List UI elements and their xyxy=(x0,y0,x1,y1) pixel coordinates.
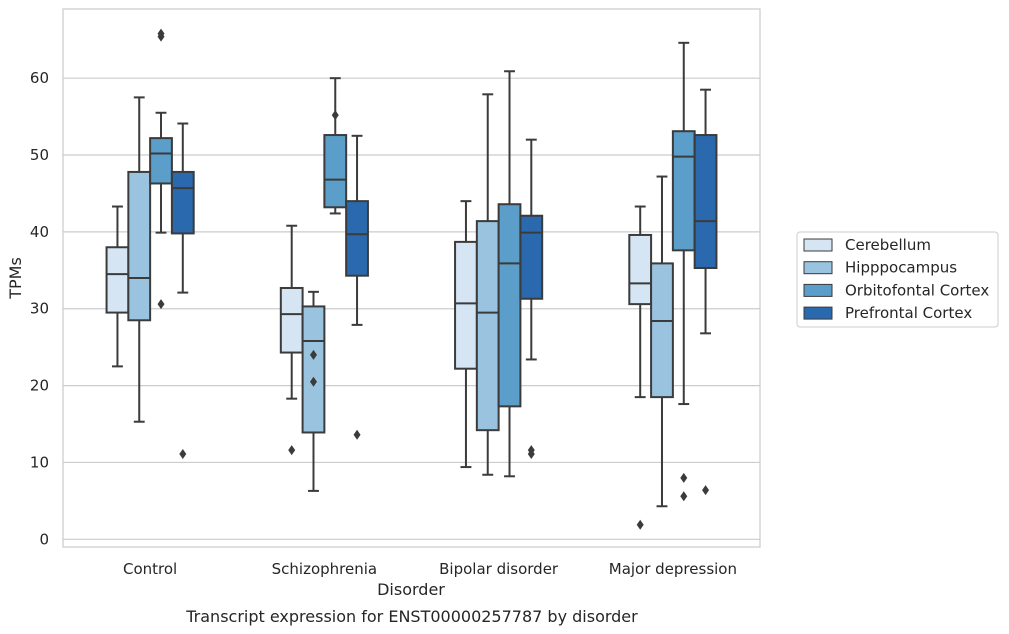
box-2-3 xyxy=(519,138,544,460)
box-0-0 xyxy=(105,205,130,368)
outlier-point xyxy=(288,445,296,456)
box-0-2 xyxy=(149,28,173,310)
box-0-3 xyxy=(170,122,195,460)
box-body xyxy=(671,130,696,252)
box-1-0 xyxy=(279,224,304,456)
y-tick-label: 40 xyxy=(30,223,49,241)
outlier-point xyxy=(179,449,187,460)
outlier-point xyxy=(157,299,165,310)
legend-label: Orbitofontal Cortex xyxy=(845,281,989,299)
box-3-0 xyxy=(628,205,653,530)
box-body xyxy=(279,286,304,354)
legend: Cerebellum Hipppocampus Orbitofontal Corte… xyxy=(796,231,999,328)
box-body xyxy=(127,170,152,322)
box-1-3 xyxy=(345,134,369,440)
box-body xyxy=(497,203,522,408)
box-0-1 xyxy=(127,96,152,423)
x-axis-ticks: Control Schizophrenia Bipolar disorder Majo… xyxy=(123,560,737,578)
x-tick-label: Bipolar disorder xyxy=(439,560,559,578)
x-axis-title: Disorder xyxy=(377,580,445,599)
y-tick-label: 0 xyxy=(39,530,49,548)
box-2-1 xyxy=(475,93,500,476)
box-body xyxy=(105,246,130,314)
y-tick-label: 50 xyxy=(30,146,49,164)
box-3-2 xyxy=(671,41,696,502)
outlier-point xyxy=(309,376,317,387)
box-body xyxy=(693,134,718,270)
y-tick-label: 10 xyxy=(30,453,49,471)
boxes-layer xyxy=(105,28,718,530)
legend-swatch xyxy=(803,283,833,297)
outlier-point xyxy=(331,110,339,121)
y-axis-title: TPMs xyxy=(6,257,25,300)
legend-label: Prefrontal Cortex xyxy=(845,304,972,322)
box-3-3 xyxy=(693,88,718,496)
outlier-point xyxy=(157,28,165,39)
box-2-0 xyxy=(454,200,478,469)
outlier-point xyxy=(702,485,710,496)
legend-frame xyxy=(796,231,999,328)
legend-label: Hipppocampus xyxy=(845,259,957,277)
y-tick-label: 20 xyxy=(30,377,49,395)
box-body xyxy=(475,220,500,432)
y-tick-label: 30 xyxy=(30,300,49,318)
box-2-2 xyxy=(497,70,522,478)
y-axis-ticks: 0 10 20 30 40 50 60 xyxy=(30,69,49,548)
legend-swatch xyxy=(803,238,833,252)
outlier-point xyxy=(680,491,688,502)
box-body xyxy=(345,200,369,277)
legend-label: Cerebellum xyxy=(845,236,931,254)
y-tick-label: 60 xyxy=(30,69,49,87)
outlier-point xyxy=(636,519,644,530)
box-body xyxy=(170,170,195,235)
legend-swatch xyxy=(803,261,833,275)
box-body xyxy=(149,137,173,185)
chart-caption: Transcript expression for ENST0000025778… xyxy=(185,607,638,626)
x-tick-label: Major depression xyxy=(609,560,737,578)
box-3-1 xyxy=(650,175,674,508)
box-body xyxy=(323,134,348,209)
box-body xyxy=(301,305,326,434)
box-body xyxy=(628,233,653,306)
x-tick-label: Control xyxy=(123,560,177,578)
plot-frame xyxy=(62,8,761,548)
box-1-1 xyxy=(301,290,326,492)
box-body xyxy=(454,240,478,370)
x-tick-label: Schizophrenia xyxy=(272,560,377,578)
outlier-point xyxy=(680,472,688,483)
legend-swatch xyxy=(803,306,833,320)
box-body xyxy=(650,262,674,399)
outlier-point xyxy=(309,349,317,360)
outlier-point xyxy=(353,429,361,440)
outlier-point xyxy=(527,445,535,456)
box-body xyxy=(519,214,544,300)
box-1-2 xyxy=(323,77,348,215)
